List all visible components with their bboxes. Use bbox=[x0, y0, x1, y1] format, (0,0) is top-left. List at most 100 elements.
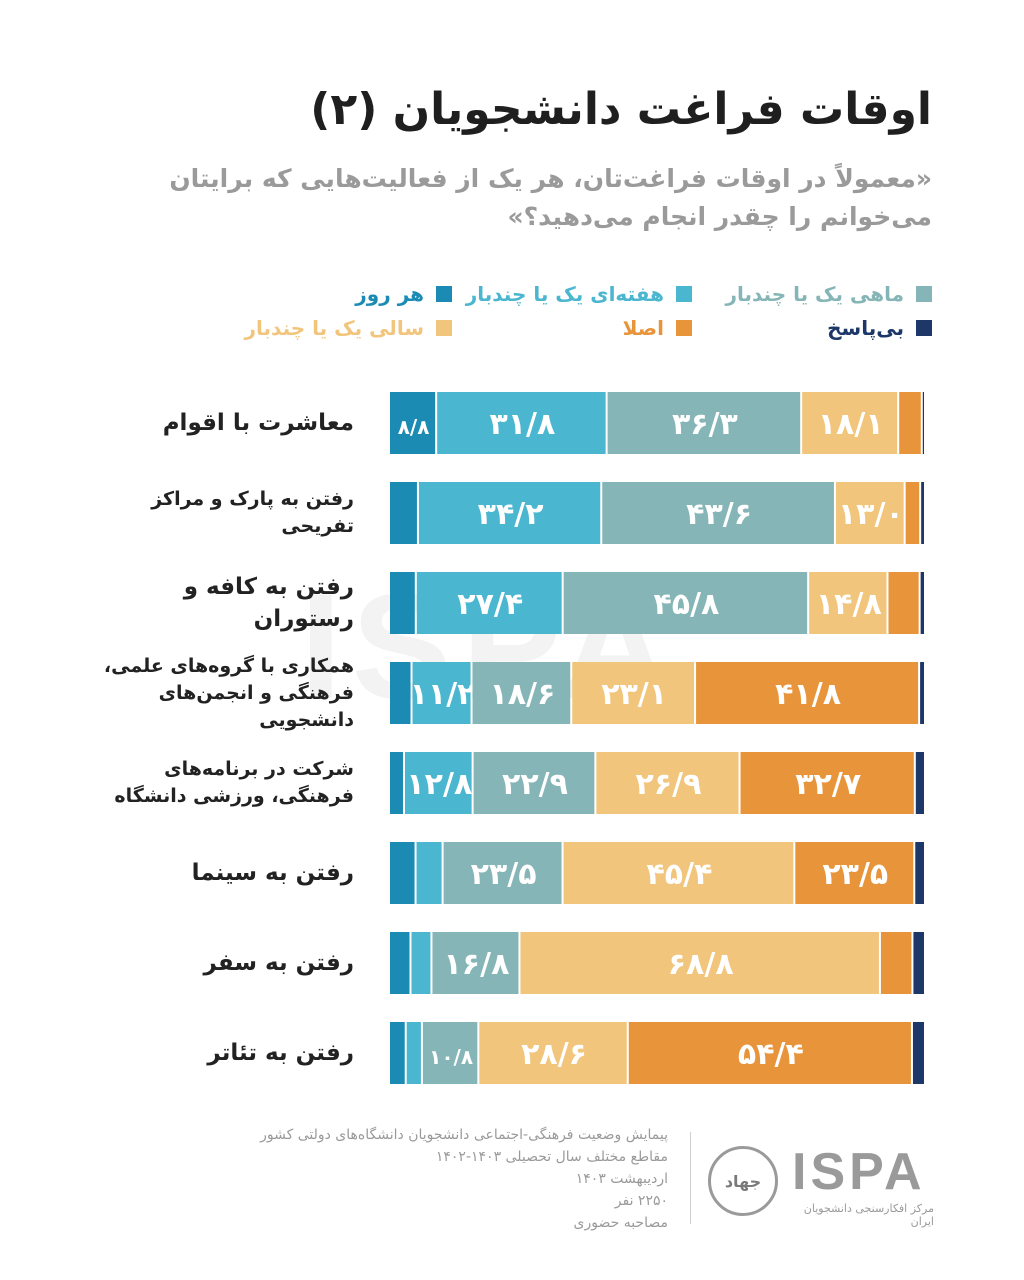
bar-value-label: ۱۸/۱ bbox=[818, 407, 884, 442]
bar-segment bbox=[563, 842, 794, 904]
legend-swatch bbox=[436, 320, 452, 336]
bar-segment bbox=[472, 662, 571, 724]
legend-label: ماهی یک یا چندبار bbox=[725, 282, 904, 306]
bar-segment bbox=[920, 572, 924, 634]
bar-segment bbox=[411, 932, 431, 994]
bar-segment bbox=[390, 1022, 405, 1084]
chart-legend: ماهی یک یا چندبار هفته‌ای یک یا چندبار هر … bbox=[172, 282, 932, 340]
bar-segment bbox=[390, 932, 410, 994]
bar-value-label: ۴۵/۸ bbox=[653, 587, 719, 622]
bar-segment bbox=[628, 1022, 911, 1084]
legend-item: ماهی یک یا چندبار bbox=[692, 282, 932, 306]
bar-value-label: ۱۸/۶ bbox=[489, 677, 555, 712]
bar-value-label: ۳۶/۳ bbox=[672, 407, 738, 442]
bar-value-label: ۴۳/۶ bbox=[686, 497, 752, 532]
bar-segment bbox=[572, 662, 695, 724]
bar-segment bbox=[432, 932, 519, 994]
legend-swatch bbox=[916, 320, 932, 336]
footer-divider bbox=[690, 1132, 691, 1224]
bar-value-label: ۶۸/۸ bbox=[668, 947, 734, 982]
bar-segment bbox=[899, 392, 921, 454]
bar-segment bbox=[390, 572, 415, 634]
bar-value-label: ۱۳/۰ bbox=[838, 497, 904, 532]
bar-value-label: ۱۶/۸ bbox=[444, 947, 510, 982]
ispa-logo: ISPA bbox=[792, 1143, 926, 1201]
bar-segment bbox=[835, 482, 904, 544]
bar-segment bbox=[443, 842, 562, 904]
bar-segment bbox=[520, 932, 879, 994]
bar-segment bbox=[416, 842, 442, 904]
question-text: «معمولاً در اوقات فراغت‌تان، هر یک از فع… bbox=[169, 164, 932, 231]
bar-value-label: ۲۳/۱ bbox=[601, 677, 667, 712]
category-label: رفتن به تئاتر bbox=[207, 1040, 354, 1066]
ispa-logo-subtitle: مرکز افکارسنجی دانشجویان ایران bbox=[803, 1202, 934, 1228]
bar-value-label: ۲۳/۵ bbox=[471, 857, 537, 892]
legend-label: سالی یک یا چندبار bbox=[244, 316, 424, 340]
survey-info: پیمایش وضعیت فرهنگی-اجتماعی دانشجویان دا… bbox=[260, 1124, 668, 1234]
bar-segment bbox=[418, 482, 601, 544]
bar-value-label: ۴۵/۴ bbox=[646, 857, 712, 892]
legend-item: اصلا bbox=[452, 316, 692, 340]
page-title: اوقات فراغت دانشجویان (۲) bbox=[310, 84, 932, 135]
bar-segment bbox=[473, 752, 595, 814]
bar-segment bbox=[915, 752, 924, 814]
bar-segment bbox=[596, 752, 739, 814]
bar-value-label: ۱۴/۸ bbox=[816, 587, 882, 622]
bar-value-label: ۲۸/۶ bbox=[521, 1037, 587, 1072]
survey-title: پیمایش وضعیت فرهنگی-اجتماعی دانشجویان دا… bbox=[260, 1127, 668, 1143]
bar-segment bbox=[696, 662, 919, 724]
bar-segment bbox=[795, 842, 914, 904]
bar-value-label: ۳۴/۲ bbox=[478, 497, 544, 532]
category-label: رفتن به سینما bbox=[191, 860, 354, 886]
bar-segment bbox=[416, 572, 562, 634]
bar-segment bbox=[390, 482, 417, 544]
bar-segment bbox=[437, 392, 606, 454]
bar-segment bbox=[913, 932, 924, 994]
bar-segment bbox=[880, 932, 912, 994]
bar-value-label: ۱۱/۲ bbox=[410, 677, 476, 712]
bar-segment bbox=[563, 572, 808, 634]
stacked-bar-chart: ۸/۸ ۳۱/۸ ۳۶/۳ ۱۸/۱ ۳۴/۲ ۴۳/۶ ۱۳/۰ ۲۷/۴ ۴۵/۸ ۱۴/۸ ۱… bbox=[390, 392, 924, 1084]
bar-value-label: ۲۳/۵ bbox=[822, 857, 888, 892]
bar-segment bbox=[412, 662, 471, 724]
bar-segment bbox=[922, 392, 924, 454]
bar-segment bbox=[802, 392, 898, 454]
bar-segment bbox=[390, 842, 415, 904]
legend-item: بی‌پاسخ bbox=[692, 316, 932, 340]
bar-segment bbox=[602, 482, 834, 544]
legend-item: هر روز bbox=[212, 282, 452, 306]
bar-segment bbox=[390, 392, 436, 454]
bar-segment bbox=[406, 1022, 421, 1084]
bar-segment bbox=[921, 482, 924, 544]
legend-item: سالی یک یا چندبار bbox=[212, 316, 452, 340]
bar-value-label: ۲۷/۴ bbox=[457, 587, 523, 622]
survey-date: اردیبهشت ۱۴۰۳ bbox=[575, 1171, 668, 1187]
survey-period: مقاطع مختلف سال تحصیلی ۱۴۰۳-۱۴۰۲ bbox=[435, 1149, 668, 1165]
bar-value-label: ۱۲/۸ bbox=[406, 767, 472, 802]
survey-method: مصاحبه حضوری bbox=[573, 1215, 669, 1231]
bar-segment bbox=[905, 482, 920, 544]
legend-label: هفته‌ای یک یا چندبار bbox=[465, 282, 664, 306]
survey-sample-size: ۲۲۵۰ نفر bbox=[614, 1193, 668, 1209]
bar-value-label: ۱۰/۸ bbox=[429, 1045, 473, 1069]
bar-value-label: ۳۲/۷ bbox=[795, 767, 861, 802]
jahad-seal-icon: جهاد bbox=[708, 1146, 778, 1216]
bar-value-label: ۸/۸ bbox=[398, 415, 430, 439]
bar-segment bbox=[405, 752, 472, 814]
category-label: رفتن به پارک و مراکز تفریحی bbox=[151, 488, 354, 537]
bar-value-label: ۳۱/۸ bbox=[489, 407, 555, 442]
bar-value-label: ۴۱/۸ bbox=[775, 677, 841, 712]
bar-segment bbox=[920, 662, 924, 724]
legend-label: اصلا bbox=[622, 316, 664, 340]
bar-segment bbox=[915, 842, 924, 904]
bar-segment bbox=[809, 572, 887, 634]
bar-value-label: ۲۶/۹ bbox=[636, 767, 702, 802]
bar-segment bbox=[740, 752, 914, 814]
category-label: رفتن به سفر bbox=[203, 950, 354, 976]
bar-segment bbox=[390, 662, 411, 724]
legend-swatch bbox=[436, 286, 452, 302]
bar-segment bbox=[422, 1022, 478, 1084]
bar-segment bbox=[888, 572, 919, 634]
legend-label: بی‌پاسخ bbox=[827, 316, 904, 340]
category-label: رفتن به کافه و رستوران bbox=[183, 574, 354, 632]
